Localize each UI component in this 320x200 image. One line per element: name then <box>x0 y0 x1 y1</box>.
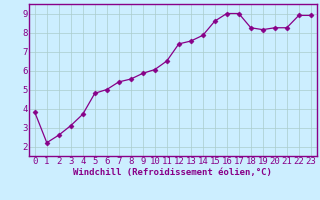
X-axis label: Windchill (Refroidissement éolien,°C): Windchill (Refroidissement éolien,°C) <box>73 168 272 177</box>
